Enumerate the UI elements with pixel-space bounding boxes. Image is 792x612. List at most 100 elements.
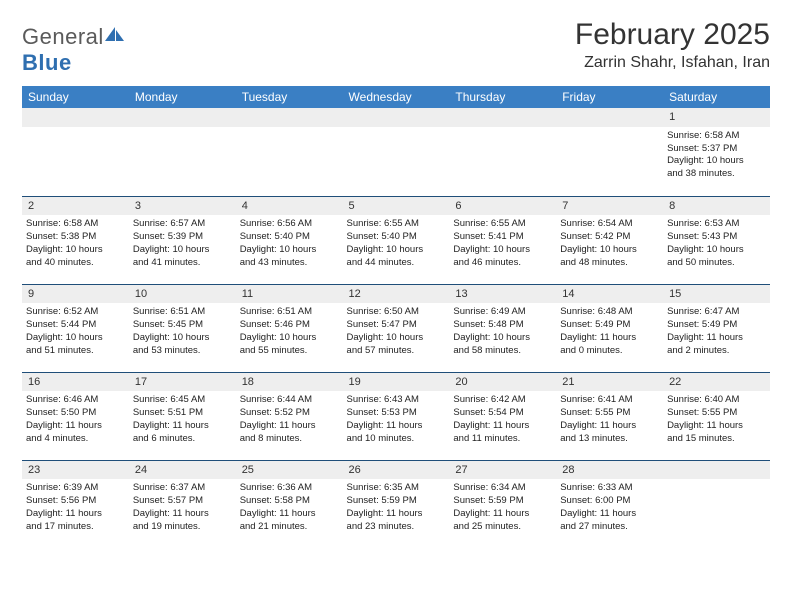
daylight-text: and 41 minutes. [133, 257, 232, 270]
daylight-text: Daylight: 11 hours [667, 420, 766, 433]
daylight-text: Daylight: 11 hours [453, 508, 552, 521]
sunrise-text: Sunrise: 6:41 AM [560, 394, 659, 407]
daylight-text: Daylight: 11 hours [560, 420, 659, 433]
sunset-text: Sunset: 5:40 PM [240, 231, 339, 244]
weekday-header: Saturday [663, 86, 770, 108]
day-number: 8 [663, 197, 770, 216]
calendar-page: GeneralBlue February 2025 Zarrin Shahr, … [0, 0, 792, 548]
day-number: 1 [663, 108, 770, 127]
day-number: 28 [556, 461, 663, 480]
calendar-day-cell [449, 108, 556, 196]
sunrise-text: Sunrise: 6:54 AM [560, 218, 659, 231]
sunrise-text: Sunrise: 6:37 AM [133, 482, 232, 495]
daylight-text: Daylight: 10 hours [560, 244, 659, 257]
daylight-text: and 23 minutes. [347, 521, 446, 534]
daylight-text: Daylight: 11 hours [240, 420, 339, 433]
logo-text-gray: General [22, 24, 104, 49]
sunrise-text: Sunrise: 6:36 AM [240, 482, 339, 495]
daylight-text: Daylight: 11 hours [133, 508, 232, 521]
empty-day-bar [22, 108, 129, 127]
daylight-text: and 53 minutes. [133, 345, 232, 358]
daylight-text: Daylight: 11 hours [667, 332, 766, 345]
daylight-text: Daylight: 11 hours [26, 508, 125, 521]
sunset-text: Sunset: 5:37 PM [667, 143, 766, 156]
sunrise-text: Sunrise: 6:39 AM [26, 482, 125, 495]
sunrise-text: Sunrise: 6:40 AM [667, 394, 766, 407]
daylight-text: and 46 minutes. [453, 257, 552, 270]
daylight-text: Daylight: 11 hours [240, 508, 339, 521]
calendar-day-cell: 13Sunrise: 6:49 AMSunset: 5:48 PMDayligh… [449, 284, 556, 372]
calendar-day-cell: 8Sunrise: 6:53 AMSunset: 5:43 PMDaylight… [663, 196, 770, 284]
sunrise-text: Sunrise: 6:49 AM [453, 306, 552, 319]
daylight-text: and 19 minutes. [133, 521, 232, 534]
daylight-text: and 51 minutes. [26, 345, 125, 358]
calendar-day-cell: 17Sunrise: 6:45 AMSunset: 5:51 PMDayligh… [129, 372, 236, 460]
calendar-day-cell: 16Sunrise: 6:46 AMSunset: 5:50 PMDayligh… [22, 372, 129, 460]
calendar-day-cell: 20Sunrise: 6:42 AMSunset: 5:54 PMDayligh… [449, 372, 556, 460]
sunset-text: Sunset: 5:55 PM [667, 407, 766, 420]
logo-text: GeneralBlue [22, 24, 126, 76]
title-block: February 2025 Zarrin Shahr, Isfahan, Ira… [575, 18, 770, 72]
empty-day-bar [236, 108, 343, 127]
sunset-text: Sunset: 5:48 PM [453, 319, 552, 332]
calendar-day-cell: 26Sunrise: 6:35 AMSunset: 5:59 PMDayligh… [343, 460, 450, 548]
daylight-text: Daylight: 10 hours [667, 155, 766, 168]
sunset-text: Sunset: 5:38 PM [26, 231, 125, 244]
day-number: 6 [449, 197, 556, 216]
sunrise-text: Sunrise: 6:55 AM [347, 218, 446, 231]
sunset-text: Sunset: 5:47 PM [347, 319, 446, 332]
sunrise-text: Sunrise: 6:51 AM [240, 306, 339, 319]
day-number: 20 [449, 373, 556, 392]
calendar-day-cell: 1Sunrise: 6:58 AMSunset: 5:37 PMDaylight… [663, 108, 770, 196]
sunset-text: Sunset: 5:46 PM [240, 319, 339, 332]
daylight-text: Daylight: 10 hours [347, 244, 446, 257]
daylight-text: Daylight: 10 hours [133, 332, 232, 345]
calendar-day-cell: 7Sunrise: 6:54 AMSunset: 5:42 PMDaylight… [556, 196, 663, 284]
daylight-text: and 4 minutes. [26, 433, 125, 446]
calendar-week-row: 1Sunrise: 6:58 AMSunset: 5:37 PMDaylight… [22, 108, 770, 196]
header: GeneralBlue February 2025 Zarrin Shahr, … [22, 18, 770, 76]
calendar-day-cell: 18Sunrise: 6:44 AMSunset: 5:52 PMDayligh… [236, 372, 343, 460]
daylight-text: and 50 minutes. [667, 257, 766, 270]
day-number: 13 [449, 285, 556, 304]
day-number: 15 [663, 285, 770, 304]
sunset-text: Sunset: 5:39 PM [133, 231, 232, 244]
day-number: 4 [236, 197, 343, 216]
calendar-day-cell: 6Sunrise: 6:55 AMSunset: 5:41 PMDaylight… [449, 196, 556, 284]
sunset-text: Sunset: 5:59 PM [347, 495, 446, 508]
calendar-week-row: 16Sunrise: 6:46 AMSunset: 5:50 PMDayligh… [22, 372, 770, 460]
sunset-text: Sunset: 5:58 PM [240, 495, 339, 508]
day-number: 19 [343, 373, 450, 392]
daylight-text: Daylight: 10 hours [240, 332, 339, 345]
day-number: 27 [449, 461, 556, 480]
day-number: 17 [129, 373, 236, 392]
daylight-text: Daylight: 11 hours [347, 420, 446, 433]
day-number: 14 [556, 285, 663, 304]
daylight-text: and 15 minutes. [667, 433, 766, 446]
daylight-text: and 27 minutes. [560, 521, 659, 534]
day-number: 16 [22, 373, 129, 392]
daylight-text: and 55 minutes. [240, 345, 339, 358]
calendar-day-cell: 14Sunrise: 6:48 AMSunset: 5:49 PMDayligh… [556, 284, 663, 372]
calendar-table: Sunday Monday Tuesday Wednesday Thursday… [22, 86, 770, 548]
weekday-header: Wednesday [343, 86, 450, 108]
calendar-body: 1Sunrise: 6:58 AMSunset: 5:37 PMDaylight… [22, 108, 770, 548]
daylight-text: and 48 minutes. [560, 257, 659, 270]
calendar-day-cell: 22Sunrise: 6:40 AMSunset: 5:55 PMDayligh… [663, 372, 770, 460]
calendar-day-cell [236, 108, 343, 196]
calendar-day-cell: 10Sunrise: 6:51 AMSunset: 5:45 PMDayligh… [129, 284, 236, 372]
day-number: 23 [22, 461, 129, 480]
daylight-text: and 2 minutes. [667, 345, 766, 358]
sunset-text: Sunset: 5:57 PM [133, 495, 232, 508]
daylight-text: and 40 minutes. [26, 257, 125, 270]
calendar-day-cell: 11Sunrise: 6:51 AMSunset: 5:46 PMDayligh… [236, 284, 343, 372]
sunrise-text: Sunrise: 6:53 AM [667, 218, 766, 231]
sunset-text: Sunset: 5:53 PM [347, 407, 446, 420]
calendar-day-cell: 25Sunrise: 6:36 AMSunset: 5:58 PMDayligh… [236, 460, 343, 548]
day-number: 18 [236, 373, 343, 392]
empty-day-bar [449, 108, 556, 127]
daylight-text: and 11 minutes. [453, 433, 552, 446]
calendar-day-cell: 28Sunrise: 6:33 AMSunset: 6:00 PMDayligh… [556, 460, 663, 548]
calendar-week-row: 9Sunrise: 6:52 AMSunset: 5:44 PMDaylight… [22, 284, 770, 372]
empty-day-bar [556, 108, 663, 127]
